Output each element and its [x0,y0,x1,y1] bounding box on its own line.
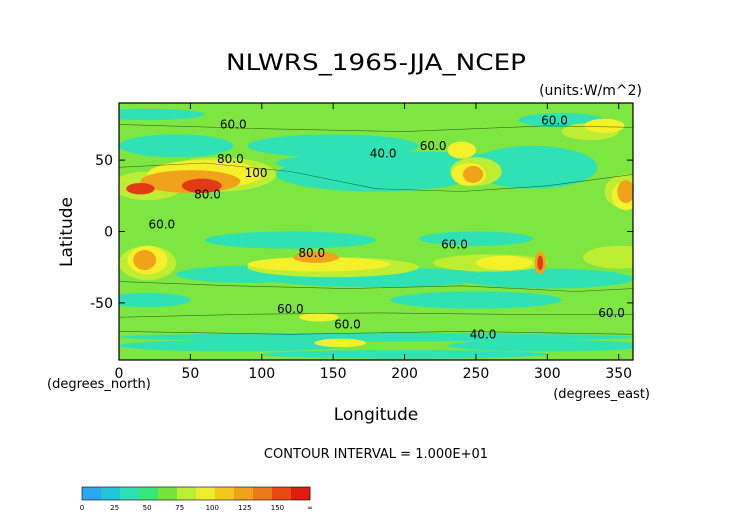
x-tick-label: 250 [463,366,490,382]
x-tick-label: 0 [115,366,124,382]
field-orange-region [617,180,633,203]
contour-label: 60.0 [598,306,625,320]
field-yellow-region [298,312,339,322]
colorbar-label: 125 [238,504,251,512]
colorbar-swatch [215,487,235,500]
x-axis-ticks: 0 50 100 150 200 250 300 350 [115,103,632,382]
colorbar-swatch [253,487,273,500]
field-low-region [418,231,534,246]
contour-interval-note: CONTOUR INTERVAL = 1.000E+01 [264,447,488,462]
colorbar-swatch [272,487,292,500]
field-low-region [461,268,633,289]
field-red-region [181,178,222,193]
contour-line [119,162,633,192]
colorbar-label: ∞ [307,504,313,512]
chart-title: NLWRS_1965-JJA_NCEP [226,51,526,76]
field-mid-region [583,245,633,269]
contour-label: 40.0 [470,328,497,342]
colorbar-swatch [291,487,311,500]
field-orange-region [293,251,339,263]
field-yellow-region [314,338,367,348]
contour-label: 60.0 [541,113,568,127]
contour-line [119,312,633,318]
x-tick-label: 200 [391,366,418,382]
y-tick-label: 0 [104,225,113,241]
x-tick-label: 50 [181,366,199,382]
field-low-region [468,145,598,189]
colorbar-swatch [101,487,121,500]
colorbar-swatch [196,487,216,500]
colorbar-frame [81,486,311,501]
colorbar-swatch [82,487,102,500]
contour-labels: 60.080.010040.060.060.060.080.060.080.06… [148,113,624,341]
colorbar-label: 50 [143,504,152,512]
colorbar-label: 25 [110,504,119,512]
contour-line [119,281,633,292]
field-low-region [204,231,376,249]
y-tick-label: 50 [95,153,113,169]
field-low-region [119,134,234,158]
x-tick-label: 350 [605,366,632,382]
field-red-region [126,182,155,195]
contour-line [119,124,633,132]
contour-line [119,331,633,335]
field-yellow-region [475,255,534,271]
contour-label: 60.0 [441,238,468,252]
contour-label: 80.0 [194,188,221,202]
colorbar-label: 75 [175,504,184,512]
contour-field [119,103,633,360]
colorbar-swatch [234,487,254,500]
colorbar-labels: 0 25 50 75 100 125 150 ∞ [80,504,313,512]
x-tick-label: 150 [320,366,347,382]
colorbar-label: 0 [80,504,84,512]
contour-label: 60.0 [277,302,304,316]
contour-label: 60.0 [220,118,247,132]
contour-label: 60.0 [420,139,447,153]
contour-label: 80.0 [298,246,325,260]
colorbar-swatch [158,487,178,500]
field-yellow-region [584,118,625,133]
field-low-region [447,340,633,352]
contour-label: 60.0 [148,218,175,232]
colorbar-label: 150 [271,504,284,512]
field-low-region [390,291,562,309]
x-tick-label: 300 [534,366,561,382]
units-label: (units:W/m^2) [539,83,642,99]
field-orange-region [463,165,484,183]
colorbar [81,486,311,501]
y-unit-label: (degrees_north) [47,377,151,392]
field-low-region [119,292,191,308]
contour-label: 80.0 [217,152,244,166]
x-axis-label: Longitude [334,405,419,425]
colorbar-swatch [120,487,140,500]
colorbar-label: 100 [206,504,219,512]
field-yellow-region [447,141,476,159]
field-red-region [537,255,544,271]
colorbar-swatch [177,487,197,500]
contour-label: 40.0 [370,146,397,160]
field-low-region [119,332,633,342]
field-yellow-region [247,257,391,272]
colorbar-swatch [139,487,159,500]
field-low-region [119,340,348,352]
y-tick-label: -50 [90,296,113,312]
y-axis-ticks: 50 0 -50 [90,153,633,312]
x-unit-label: (degrees_east) [553,387,650,402]
y-axis-label: Latitude [57,197,77,267]
field-low-region [119,108,205,121]
contour-label: 100 [245,166,268,180]
field-orange-region [133,250,157,271]
contour-label: 60.0 [334,318,361,332]
x-tick-label: 100 [248,366,275,382]
field-low-region [247,134,419,158]
